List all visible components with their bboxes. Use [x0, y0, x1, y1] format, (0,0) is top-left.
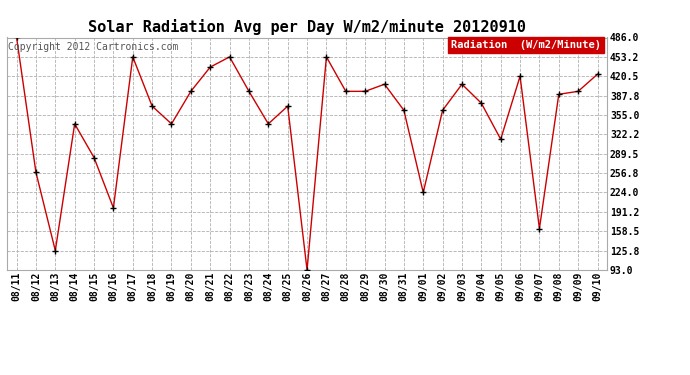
Text: Radiation  (W/m2/Minute): Radiation (W/m2/Minute)	[451, 40, 601, 50]
Title: Solar Radiation Avg per Day W/m2/minute 20120910: Solar Radiation Avg per Day W/m2/minute …	[88, 19, 526, 35]
Text: Copyright 2012 Cartronics.com: Copyright 2012 Cartronics.com	[8, 42, 179, 52]
